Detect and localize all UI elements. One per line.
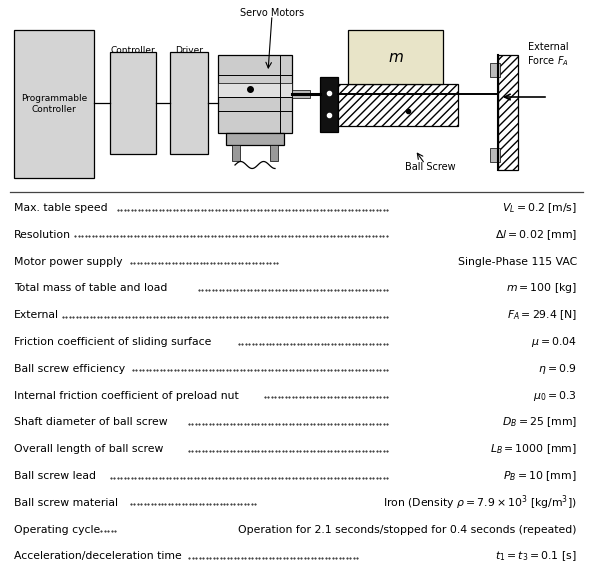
Text: Overall length of ball screw: Overall length of ball screw (14, 444, 164, 454)
Bar (170, 52, 208, 154)
Text: Resolution: Resolution (14, 230, 71, 240)
Text: $P_B = 10$ [mm]: $P_B = 10$ [mm] (503, 469, 577, 483)
Text: Operating cycle: Operating cycle (14, 525, 100, 535)
Text: $V_L = 0.2$ [m/s]: $V_L = 0.2$ [m/s] (502, 201, 577, 215)
Bar (292, 90, 310, 98)
Text: External: External (14, 310, 59, 320)
Bar (490, 148, 500, 162)
Text: $\mu = 0.04$: $\mu = 0.04$ (531, 335, 577, 349)
Bar (232, 145, 240, 161)
Text: Internal friction coefficient of preload nut: Internal friction coefficient of preload… (14, 390, 239, 401)
Bar (320, 77, 338, 132)
Text: $\Delta l = 0.02$ [mm]: $\Delta l = 0.02$ [mm] (495, 228, 577, 242)
Bar (218, 83, 292, 97)
Text: Ball screw material: Ball screw material (14, 498, 118, 508)
Text: Single-Phase 115 VAC: Single-Phase 115 VAC (458, 256, 577, 266)
Bar (270, 145, 278, 161)
Bar (490, 63, 500, 77)
Bar (348, 30, 443, 84)
Text: Ball screw efficiency: Ball screw efficiency (14, 364, 125, 374)
Bar (110, 52, 156, 154)
Bar (218, 55, 292, 133)
Text: Controller: Controller (111, 46, 155, 55)
Bar (14, 30, 94, 178)
Text: Total mass of table and load: Total mass of table and load (14, 283, 167, 293)
Text: Programmable
Controller: Programmable Controller (21, 94, 87, 114)
Text: $\mu_0 = 0.3$: $\mu_0 = 0.3$ (533, 389, 577, 403)
Bar (498, 55, 518, 170)
Text: External
Force $F_A$: External Force $F_A$ (527, 42, 569, 68)
Text: $\eta = 0.9$: $\eta = 0.9$ (538, 362, 577, 376)
Text: $t_1 = t_3 = 0.1$ [s]: $t_1 = t_3 = 0.1$ [s] (495, 549, 577, 561)
Text: $D_B = 25$ [mm]: $D_B = 25$ [mm] (502, 416, 577, 429)
Text: Friction coefficient of sliding surface: Friction coefficient of sliding surface (14, 337, 211, 347)
Bar (226, 133, 284, 145)
Text: Shaft diameter of ball screw: Shaft diameter of ball screw (14, 417, 168, 427)
Text: $m = 100$ [kg]: $m = 100$ [kg] (506, 282, 577, 296)
Text: Operation for 2.1 seconds/stopped for 0.4 seconds (repeated): Operation for 2.1 seconds/stopped for 0.… (238, 525, 577, 535)
Text: Max. table speed: Max. table speed (14, 203, 107, 213)
Text: $m$: $m$ (388, 49, 403, 65)
Text: Iron (Density $\rho = 7.9 \times 10^3$ [kg/m$^3$]): Iron (Density $\rho = 7.9 \times 10^3$ [… (383, 494, 577, 512)
Text: Acceleration/deceleration time: Acceleration/deceleration time (14, 551, 181, 561)
Text: Ball screw lead: Ball screw lead (14, 471, 96, 481)
Bar (338, 84, 458, 126)
Text: $L_B = 1000$ [mm]: $L_B = 1000$ [mm] (490, 442, 577, 456)
Text: Motor power supply: Motor power supply (14, 256, 123, 266)
Text: Servo Motors: Servo Motors (240, 8, 304, 18)
Text: Ball Screw: Ball Screw (404, 162, 455, 172)
Text: $F_A = 29.4$ [N]: $F_A = 29.4$ [N] (506, 309, 577, 322)
Text: Driver: Driver (175, 46, 203, 55)
